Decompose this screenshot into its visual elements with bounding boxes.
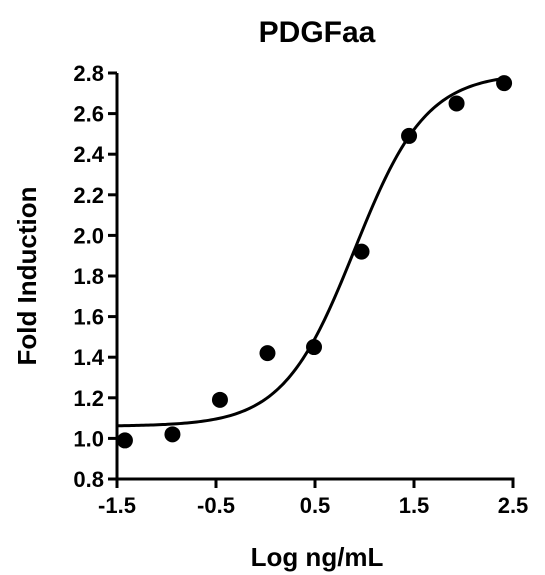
y-tick-label: 1.2 — [73, 386, 104, 411]
y-tick-label: 1.8 — [73, 264, 104, 289]
fit-curve — [116, 77, 504, 428]
data-points — [116, 75, 513, 449]
data-point — [448, 95, 465, 112]
x-tick-label: -0.5 — [197, 493, 235, 518]
data-point — [211, 391, 228, 408]
y-tick-label: 2.4 — [73, 142, 104, 167]
y-tick-label: 2.0 — [73, 223, 104, 248]
y-tick-label: 1.6 — [73, 305, 104, 330]
data-point — [401, 127, 418, 144]
x-tick-label: 0.5 — [300, 493, 331, 518]
x-tick-label: -1.5 — [98, 493, 136, 518]
x-axis-label: Log ng/mL — [251, 542, 384, 572]
y-tick-label: 2.8 — [73, 61, 104, 86]
data-point — [353, 243, 370, 260]
x-tick-label: 1.5 — [399, 493, 430, 518]
x-axis-ticks: -1.5 -0.5 0.5 1.5 2.5 — [98, 479, 528, 518]
y-tick-label: 2.6 — [73, 102, 104, 127]
data-point — [259, 345, 276, 362]
data-point — [496, 75, 513, 92]
y-tick-label: 1.0 — [73, 426, 104, 451]
x-tick-label: 2.5 — [498, 493, 529, 518]
chart-title: PDGFaa — [259, 16, 376, 49]
y-axis-label: Fold Induction — [12, 186, 42, 365]
data-point — [116, 432, 133, 449]
y-axis-ticks: 0.8 1.0 1.2 1.4 1.6 1.8 2.0 2.2 2.4 2.6 2.8 — [73, 61, 117, 492]
y-tick-label: 0.8 — [73, 467, 104, 492]
data-point — [164, 426, 181, 443]
y-tick-label: 2.2 — [73, 183, 104, 208]
data-point — [306, 339, 323, 356]
y-tick-label: 1.4 — [73, 345, 104, 370]
